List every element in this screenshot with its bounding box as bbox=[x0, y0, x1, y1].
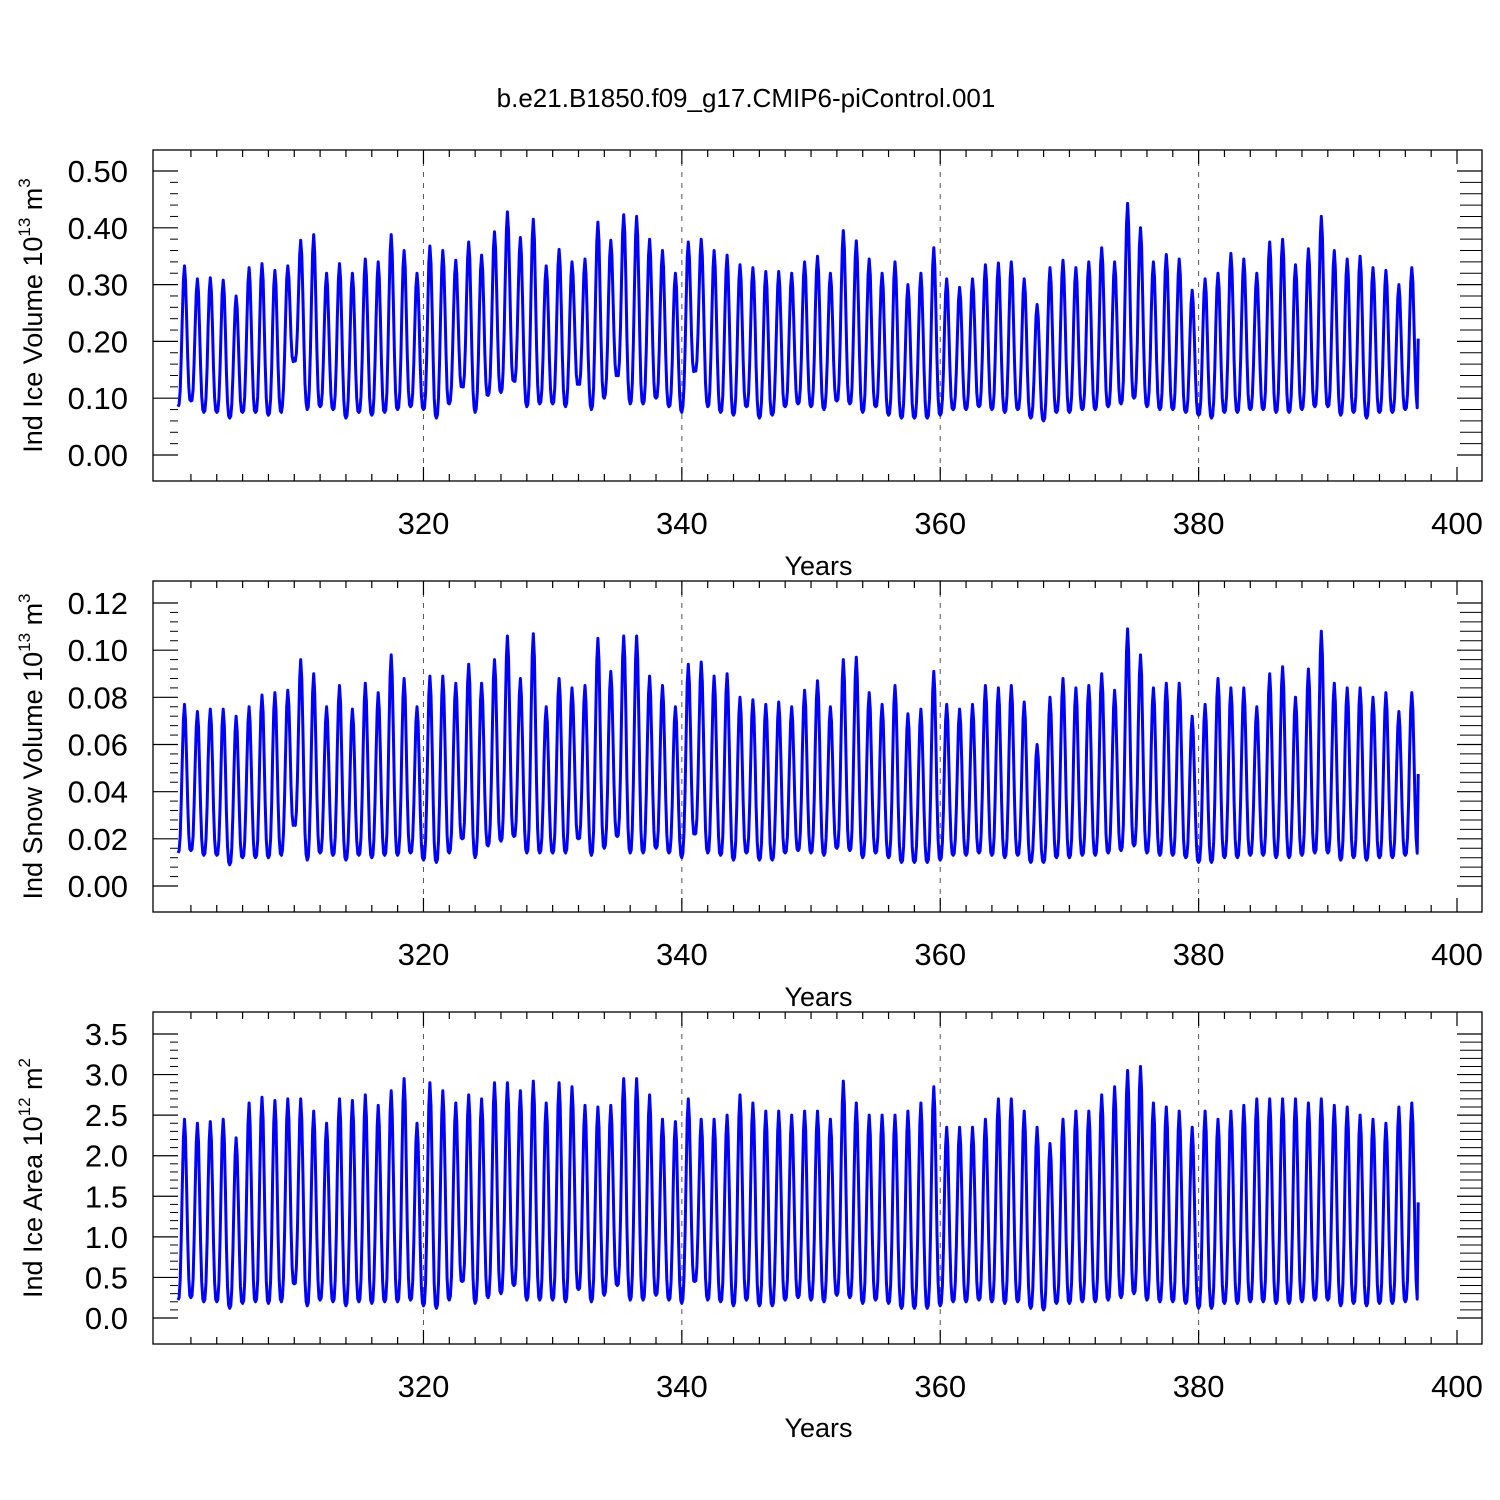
x-tick-label: 340 bbox=[656, 506, 708, 541]
x-tick-label: 320 bbox=[398, 1369, 450, 1404]
x-tick-label: 380 bbox=[1173, 1369, 1225, 1404]
series-line bbox=[176, 201, 1420, 423]
plot-frame bbox=[152, 149, 1483, 482]
y-tick-label: 0.10 bbox=[68, 381, 128, 416]
x-tick-label: 380 bbox=[1173, 937, 1225, 972]
y-tick-label: 0.06 bbox=[68, 728, 128, 763]
y-axis-title: Ind Ice Volume 1013 m3 bbox=[15, 178, 48, 453]
x-axis-title: Years bbox=[784, 982, 852, 1012]
x-tick-label: 340 bbox=[656, 937, 708, 972]
x-tick-label: 320 bbox=[398, 506, 450, 541]
plot-frame bbox=[152, 580, 1483, 913]
y-tick-label: 0.20 bbox=[68, 324, 128, 359]
y-tick-label: 0.50 bbox=[68, 154, 128, 189]
y-tick-label: 0.10 bbox=[68, 633, 128, 668]
y-tick-label: 0.0 bbox=[85, 1301, 128, 1336]
y-tick-label: 0.04 bbox=[68, 775, 128, 810]
x-tick-label: 360 bbox=[914, 937, 966, 972]
panel-2: 0.00 0.02 0.04 0.06 0.08 0.10 0.12 320 340 360 380… bbox=[15, 580, 1483, 1012]
series-line bbox=[176, 1065, 1420, 1312]
panel-3: 0.0 0.5 1.0 1.5 2.0 2.5 3.0 3.5 320 340 360 380 400 Y… bbox=[15, 1011, 1483, 1443]
x-axis-title: Years bbox=[784, 1413, 852, 1443]
y-axis-title: Ind Ice Area 1012 m2 bbox=[15, 1058, 48, 1298]
x-tick-label: 340 bbox=[656, 1369, 708, 1404]
y-tick-label: 0.00 bbox=[68, 438, 128, 473]
y-tick-label: 1.5 bbox=[85, 1179, 128, 1214]
y-axis-title: Ind Snow Volume 1013 m3 bbox=[15, 593, 48, 899]
y-tick-label: 2.0 bbox=[85, 1139, 128, 1174]
y-tick-label: 3.5 bbox=[85, 1017, 128, 1052]
y-tick-label: 0.02 bbox=[68, 822, 128, 857]
x-tick-label: 380 bbox=[1173, 506, 1225, 541]
y-tick-label: 0.40 bbox=[68, 211, 128, 246]
x-tick-label: 360 bbox=[914, 506, 966, 541]
y-tick-label: 0.30 bbox=[68, 268, 128, 303]
x-axis-title: Years bbox=[784, 551, 852, 581]
y-tick-label: 0.08 bbox=[68, 680, 128, 715]
y-tick-label: 3.0 bbox=[85, 1058, 128, 1093]
plot-frame bbox=[152, 1011, 1483, 1345]
x-tick-label: 320 bbox=[398, 937, 450, 972]
x-tick-label: 400 bbox=[1431, 937, 1483, 972]
y-tick-label: 0.00 bbox=[68, 869, 128, 904]
y-tick-label: 2.5 bbox=[85, 1098, 128, 1133]
y-tick-label: 1.0 bbox=[85, 1220, 128, 1255]
panels: 0.00 0.10 0.20 0.30 0.40 0.50 320 340 360 380 400 Y… bbox=[15, 149, 1483, 1443]
y-tick-label: 0.5 bbox=[85, 1260, 128, 1295]
panel-1: 0.00 0.10 0.20 0.30 0.40 0.50 320 340 360 380 400 Y… bbox=[15, 149, 1483, 581]
series-line bbox=[176, 627, 1420, 867]
x-tick-label: 360 bbox=[914, 1369, 966, 1404]
x-tick-label: 400 bbox=[1431, 506, 1483, 541]
x-tick-label: 400 bbox=[1431, 1369, 1483, 1404]
figure-title: b.e21.B1850.f09_g17.CMIP6-piControl.001 bbox=[497, 83, 996, 113]
y-tick-label: 0.12 bbox=[68, 586, 128, 621]
